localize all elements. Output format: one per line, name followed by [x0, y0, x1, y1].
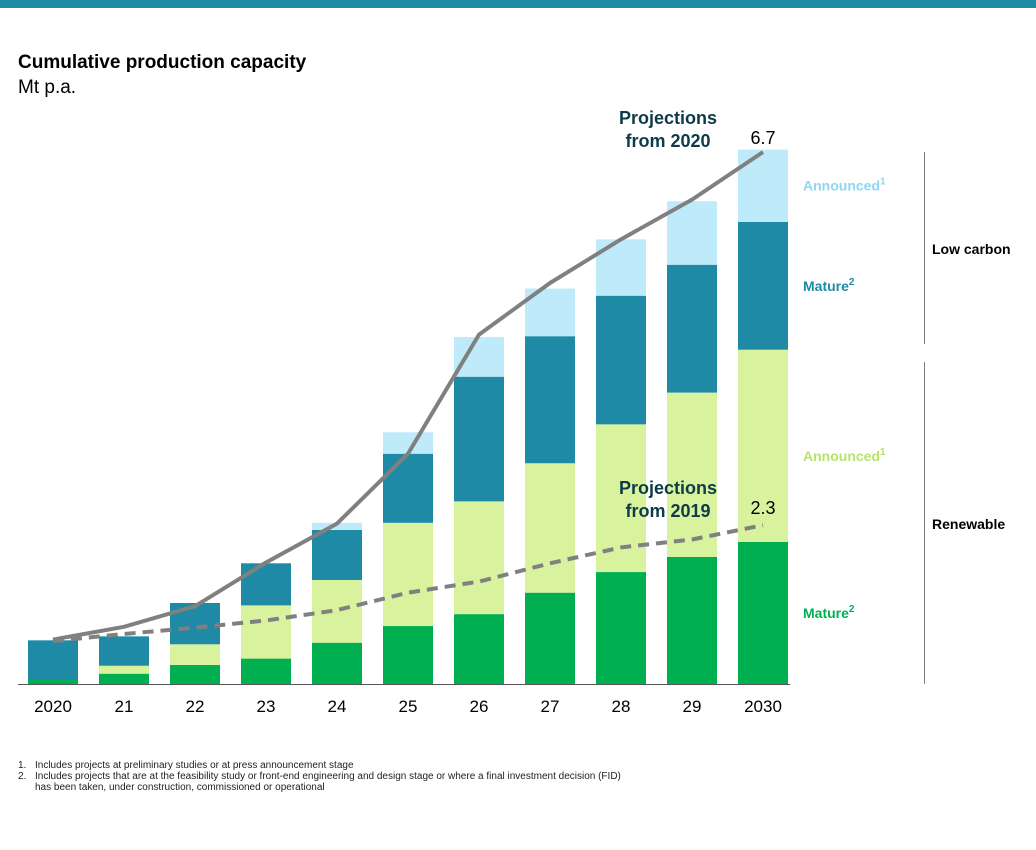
footnote-2-continued: has been taken, under construction, comm…: [18, 782, 621, 793]
projection-2019-label-line1: Projections: [619, 478, 717, 498]
bar-21-series-0: [99, 673, 149, 684]
bar-25-series-3: [383, 432, 433, 454]
x-tick-label-25: 25: [399, 697, 418, 716]
bar-23-series-1: [241, 605, 291, 659]
bar-22-series-0: [170, 664, 220, 684]
bar-23-series-0: [241, 658, 291, 684]
bar-23-series-2: [241, 563, 291, 606]
projection-2019-end-value: 2.3: [750, 498, 775, 518]
series-label-renewable-announced: Announced1: [803, 447, 886, 464]
chart-unit-label: Mt p.a.: [18, 77, 77, 98]
bar-29-series-2: [667, 264, 717, 393]
bar-24-series-0: [312, 642, 362, 684]
bar-27-series-1: [525, 463, 575, 593]
footnote-2-text-continued: has been taken, under construction, comm…: [35, 782, 325, 793]
bar-29-series-1: [667, 392, 717, 557]
x-tick-label-23: 23: [257, 697, 276, 716]
bar-24-series-3: [312, 522, 362, 530]
bar-24-series-1: [312, 579, 362, 643]
x-tick-label-28: 28: [612, 697, 631, 716]
chart-title: Cumulative production capacity: [18, 52, 307, 73]
bar-2030-series-2: [738, 221, 788, 350]
projection-line-2020: [52, 150, 765, 642]
x-tick-label-29: 29: [683, 697, 702, 716]
bar-25-series-1: [383, 522, 433, 627]
x-tick-label-22: 22: [186, 697, 205, 716]
footnote-1-number: 1.: [18, 760, 27, 771]
footnote-1-text: Includes projects at preliminary studies…: [35, 760, 354, 771]
bar-26-series-0: [454, 614, 504, 684]
series-label-low-carbon-mature: Mature2: [803, 277, 855, 294]
group-label-renewable: Renewable: [932, 516, 1005, 532]
series-label-renewable-mature: Mature2: [803, 604, 855, 621]
bar-2020-series-2: [28, 640, 78, 681]
projection-line-2019: [52, 523, 764, 644]
bar-21-series-1: [99, 665, 149, 674]
footnote-2: 2. Includes projects that are at the fea…: [18, 771, 621, 782]
bar-26-series-3: [454, 337, 504, 377]
bar-24-series-2: [312, 529, 362, 580]
x-tick-label-24: 24: [328, 697, 347, 716]
bar-29-series-0: [667, 556, 717, 684]
bar-26-series-1: [454, 501, 504, 615]
bar-25-series-0: [383, 626, 433, 684]
bar-22-series-1: [170, 644, 220, 665]
group-label-low-carbon: Low carbon: [932, 241, 1011, 257]
chart-canvas: 2020 21 22 23 24 25 26 27 28 29 2030 Projections fro…: [18, 108, 1011, 716]
footnotes: 1. Includes projects at preliminary stud…: [18, 760, 621, 793]
bar-27-series-0: [525, 592, 575, 684]
top-accent-bar: [0, 0, 1036, 8]
projection-2020-label-line2: from 2020: [625, 131, 710, 151]
bar-2020-series-0: [28, 680, 78, 684]
bar-2030-series-3: [738, 149, 788, 222]
footnote-2-text: Includes projects that are at the feasib…: [35, 771, 621, 782]
projection-2020-end-value: 6.7: [750, 128, 775, 148]
bar-28-series-2: [596, 295, 646, 425]
x-tick-label-26: 26: [470, 697, 489, 716]
projection-2020-label-line1: Projections: [619, 108, 717, 128]
bar-21-series-2: [99, 636, 149, 666]
x-tick-label-2030: 2030: [744, 697, 782, 716]
bar-2030-series-0: [738, 541, 788, 684]
x-tick-label-21: 21: [115, 697, 134, 716]
series-label-low-carbon-announced: Announced1: [803, 177, 886, 194]
bar-25-series-2: [383, 453, 433, 523]
footnote-1: 1. Includes projects at preliminary stud…: [18, 760, 621, 771]
footnote-2-number: 2.: [18, 771, 27, 782]
bar-26-series-2: [454, 376, 504, 502]
bar-28-series-0: [596, 572, 646, 684]
bar-2030-series-1: [738, 349, 788, 542]
projection-2019-label-line2: from 2019: [625, 501, 710, 521]
bar-29-series-3: [667, 201, 717, 265]
bar-27-series-2: [525, 336, 575, 464]
x-tick-label-27: 27: [541, 697, 560, 716]
x-tick-label-2020: 2020: [34, 697, 72, 716]
